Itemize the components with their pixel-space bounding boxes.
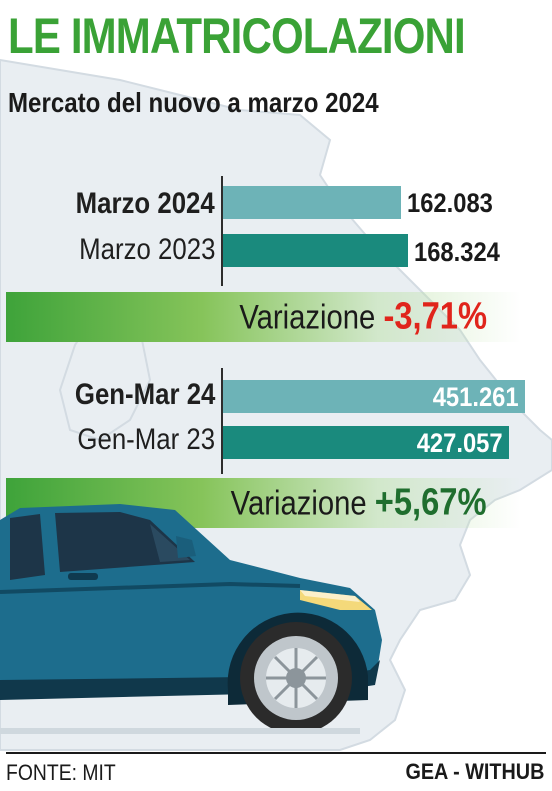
bar (223, 426, 509, 459)
category-label: Gen-Mar 24 (74, 378, 215, 411)
value-label: 427.057 (417, 428, 503, 458)
bar (223, 186, 401, 219)
category-label: Gen-Mar 23 (77, 423, 215, 456)
infographic-subtitle: Mercato del nuovo a marzo 2024 (8, 87, 379, 118)
value-label: 451.261 (433, 382, 519, 412)
car-illustration (0, 504, 382, 734)
axis-line (221, 368, 223, 474)
source-text: FONTE: MIT (6, 760, 116, 785)
variation-value: -3,71% (383, 295, 487, 338)
category-label: Marzo 2023 (78, 233, 215, 266)
footer-divider (6, 752, 546, 754)
variation-value: +5,67% (375, 481, 487, 524)
value-label: 162.083 (407, 188, 493, 218)
variation-band: Variazione -3,71% (6, 292, 521, 342)
credit-text: GEA - WITHUB (405, 759, 544, 784)
infographic-title: LE IMMATRICOLAZIONI (8, 8, 466, 64)
category-label: Marzo 2024 (75, 187, 215, 220)
variation-label: Variazione (231, 484, 368, 523)
value-label: 168.324 (414, 237, 500, 267)
bar (223, 234, 408, 267)
axis-line (221, 176, 223, 286)
bar (223, 380, 525, 413)
variation-label: Variazione (239, 298, 376, 337)
